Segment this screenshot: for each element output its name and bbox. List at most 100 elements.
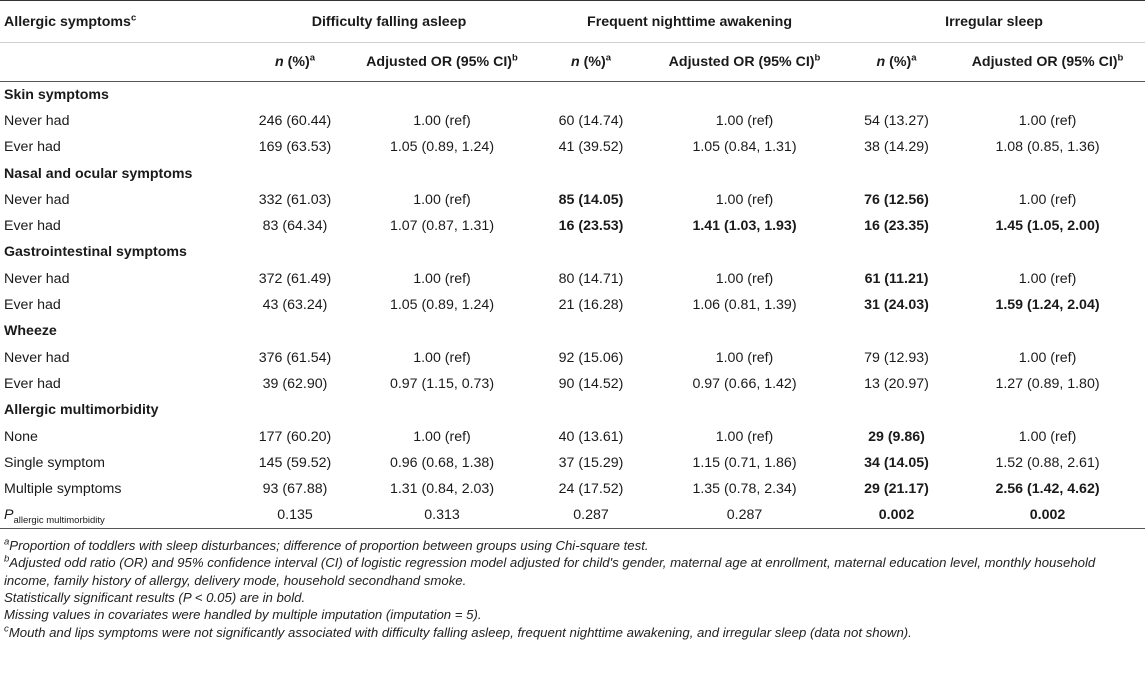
table-row: Ever had 39 (62.90) 0.97 (1.15, 0.73) 90 (1… [0,371,1145,397]
row-label: Never had [4,349,70,366]
adjusted-or-cell: 1.05 (0.89, 1.24) [389,297,495,314]
row-label-header: Allergic symptomsc [4,11,137,30]
p-value-cell: 0.313 [424,507,460,524]
p-value-cell: 0.002 [1029,507,1066,524]
adjusted-or-cell: 1.08 (0.85, 1.36) [995,139,1100,156]
n-percent-cell: 61 (11.21) [864,270,929,287]
adjusted-or-cell: 1.06 (0.81, 1.39) [692,297,797,314]
n-percent-cell: 79 (12.93) [864,349,929,366]
section-title: Skin symptoms [4,86,109,103]
footnote-significance: Statistically significant results (P < 0… [4,589,306,605]
row-label: Never had [4,191,70,208]
adjusted-or-cell: 1.35 (0.78, 2.34) [692,481,797,498]
adjusted-or-cell: 1.00 (ref) [715,270,774,287]
table-row: Never had 246 (60.44) 1.00 (ref) 60 (14.74)… [0,108,1145,134]
n-percent-cell: 13 (20.97) [864,375,929,392]
n-percent-cell: 54 (13.27) [864,112,929,129]
n-percent-cell: 85 (14.05) [558,191,624,208]
row-label: Ever had [4,218,61,235]
row-label: Single symptom [4,454,105,471]
n-percent-cell: 38 (14.29) [864,139,929,156]
section-header-row: Nasal and ocular symptoms [0,160,1145,186]
adjusted-or-cell: 0.97 (1.15, 0.73) [389,375,495,392]
n-percent-cell: 21 (16.28) [558,297,624,314]
group-header-difficulty-falling-asleep: Difficulty falling asleep [311,13,467,30]
results-table-figure: Allergic symptomsc Difficulty falling as… [0,0,1145,640]
footnote-a: aProportion of toddlers with sleep distu… [4,536,649,554]
section-title: Gastrointestinal symptoms [4,244,187,261]
p-value-row: Pallergic multimorbidity 0.135 0.313 0.287 0… [0,502,1145,529]
adjusted-or-cell: 1.00 (ref) [413,428,471,445]
n-percent-cell: 246 (60.44) [258,112,332,129]
n-percent-cell: 80 (14.71) [558,270,624,287]
adjusted-or-cell: 1.00 (ref) [413,270,471,287]
n-percent-cell: 39 (62.90) [262,375,328,392]
row-label: Ever had [4,375,61,392]
adjusted-or-cell: 1.00 (ref) [715,428,774,445]
p-value-cell: 0.287 [726,507,763,524]
table-header-columns: n (%)a Adjusted OR (95% CI)b n (%)a Adju… [0,43,1145,82]
n-percent-cell: 34 (14.05) [864,454,929,471]
adjusted-or-cell: 0.97 (0.66, 1.42) [692,375,797,392]
table-row: Multiple symptoms 93 (67.88) 1.31 (0.84, 2… [0,476,1145,502]
footnote-c: cMouth and lips symptoms were not signif… [4,623,912,640]
adjusted-or-cell: 1.00 (ref) [715,349,774,366]
row-label: Multiple symptoms [4,481,122,498]
n-percent-cell: 43 (63.24) [262,297,328,314]
adjusted-or-cell: 1.41 (1.03, 1.93) [692,218,797,235]
n-percent-cell: 31 (24.03) [864,297,929,314]
n-percent-cell: 92 (15.06) [558,349,624,366]
n-percent-cell: 29 (9.86) [868,428,925,445]
adjusted-or-cell: 1.31 (0.84, 2.03) [389,481,495,498]
group-header-frequent-nighttime-awakening: Frequent nighttime awakening [587,13,792,30]
adjusted-or-header: Adjusted OR (95% CI)b [971,52,1124,70]
adjusted-or-cell: 1.00 (ref) [413,191,471,208]
adjusted-or-cell: 1.05 (0.89, 1.24) [389,139,495,156]
n-percent-cell: 76 (12.56) [864,191,929,208]
footnote-b: bAdjusted odd ratio (OR) and 95% confide… [4,553,1096,588]
n-percent-cell: 83 (64.34) [262,218,328,235]
adjusted-or-cell: 1.45 (1.05, 2.00) [995,218,1100,235]
adjusted-or-header: Adjusted OR (95% CI)b [366,52,518,70]
adjusted-or-header: Adjusted OR (95% CI)b [668,52,821,70]
n-percent-cell: 169 (63.53) [258,139,332,156]
n-percent-cell: 41 (39.52) [558,139,624,156]
adjusted-or-cell: 1.00 (ref) [715,191,774,208]
table-row: Single symptom 145 (59.52) 0.96 (0.68, 1.3… [0,450,1145,476]
n-percent-cell: 90 (14.52) [558,375,624,392]
p-value-cell: 0.287 [573,507,609,524]
n-percent-cell: 376 (61.54) [258,349,332,366]
footnote-missing: Missing values in covariates were handle… [4,607,482,623]
table-row: None 177 (60.20) 1.00 (ref) 40 (13.61) 1.00 … [0,423,1145,449]
table-row: Never had 332 (61.03) 1.00 (ref) 85 (14.05)… [0,187,1145,213]
row-label: Ever had [4,139,61,156]
n-percent-cell: 177 (60.20) [258,428,332,445]
p-value-cell: 0.135 [277,507,313,524]
adjusted-or-cell: 1.00 (ref) [413,349,471,366]
table-row: Ever had 83 (64.34) 1.07 (0.87, 1.31) 16 (2… [0,213,1145,239]
sleep-allergy-table: Allergic symptomsc Difficulty falling as… [0,0,1145,529]
adjusted-or-cell: 1.00 (ref) [1018,270,1077,287]
adjusted-or-cell: 1.15 (0.71, 1.86) [692,454,797,471]
n-percent-cell: 24 (17.52) [558,481,624,498]
adjusted-or-cell: 1.05 (0.84, 1.31) [692,139,797,156]
n-percent-header: n (%)a [571,52,611,70]
n-percent-cell: 145 (59.52) [258,454,332,471]
adjusted-or-cell: 1.07 (0.87, 1.31) [389,218,495,235]
section-title: Allergic multimorbidity [4,402,159,419]
section-header-row: Skin symptoms [0,82,1145,108]
adjusted-or-cell: 1.00 (ref) [413,112,471,129]
adjusted-or-cell: 1.00 (ref) [715,112,774,129]
row-label: Ever had [4,297,61,314]
n-percent-cell: 60 (14.74) [558,112,624,129]
n-percent-cell: 29 (21.17) [864,481,929,498]
adjusted-or-cell: 1.00 (ref) [1018,112,1077,129]
n-percent-cell: 16 (23.35) [864,218,929,235]
adjusted-or-cell: 1.59 (1.24, 2.04) [995,297,1100,314]
group-header-irregular-sleep: Irregular sleep [945,13,1043,30]
section-header-row: Gastrointestinal symptoms [0,239,1145,265]
table-row: Never had 376 (61.54) 1.00 (ref) 92 (15.06)… [0,344,1145,370]
adjusted-or-cell: 2.56 (1.42, 4.62) [995,481,1100,498]
row-label: Never had [4,270,70,287]
section-header-row: Wheeze [0,318,1145,344]
